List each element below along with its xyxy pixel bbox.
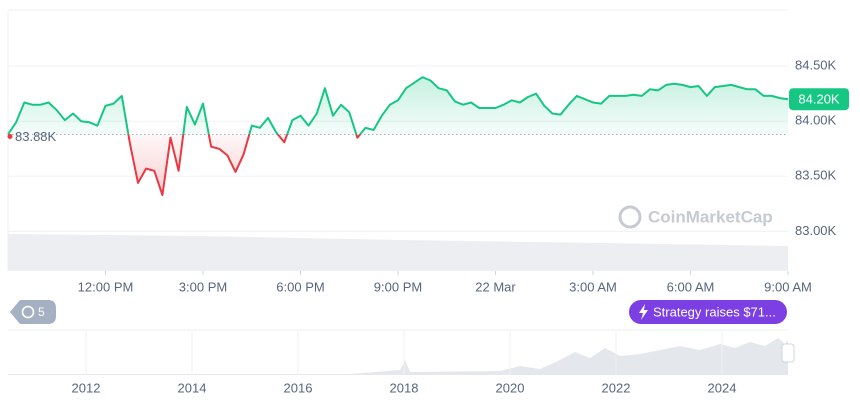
x-tick-label: 3:00 AM	[569, 279, 617, 294]
watermark: CoinMarketCap	[618, 205, 773, 229]
event-badge[interactable]: Strategy raises $71...	[629, 300, 787, 324]
baseline-label: 83.88K	[15, 129, 57, 144]
event-icon	[639, 304, 648, 320]
plot	[7, 65, 789, 275]
y-tick-label: 84.00K	[795, 113, 837, 128]
navigator-label: 2014	[178, 380, 207, 395]
price-tag-bg	[789, 88, 849, 111]
navigator-area	[8, 338, 788, 375]
volume-area	[8, 234, 788, 271]
navigator-label: 2016	[284, 380, 313, 395]
x-tick-label: 9:00 PM	[374, 279, 422, 294]
event-badge-bg	[629, 300, 787, 324]
x-tick-label: 3:00 PM	[179, 279, 227, 294]
history-icon	[21, 305, 35, 319]
y-tick-label: 84.50K	[795, 58, 837, 73]
x-tick-label: 6:00 AM	[667, 279, 715, 294]
navigator: 2012 2014 2016 2018 2020 2022 2024	[8, 329, 795, 395]
event-text: Strategy raises $71...	[653, 304, 776, 319]
x-tick-label: 12:00 PM	[78, 279, 134, 294]
price-line	[7, 76, 789, 196]
watermark-text: CoinMarketCap	[648, 207, 773, 226]
navigator-label: 2020	[496, 380, 525, 395]
x-tick-label: 9:00 AM	[764, 279, 812, 294]
y-tick-label: 83.50K	[795, 168, 837, 183]
history-badge[interactable]: 5	[10, 300, 56, 324]
x-tick-label: 22 Mar	[475, 279, 516, 294]
x-tick-label: 6:00 PM	[276, 279, 324, 294]
baseline-dot	[7, 133, 13, 139]
price-tag: 84.20K	[798, 92, 840, 107]
history-count: 5	[38, 305, 45, 319]
navigator-label: 2024	[708, 380, 737, 395]
navigator-label: 2018	[390, 380, 419, 395]
navigator-handle[interactable]	[781, 343, 795, 363]
watermark-logo	[618, 205, 642, 229]
navigator-label: 2012	[72, 380, 101, 395]
y-tick-label: 83.00K	[795, 223, 837, 238]
area	[8, 77, 788, 195]
navigator-label: 2022	[602, 380, 631, 395]
